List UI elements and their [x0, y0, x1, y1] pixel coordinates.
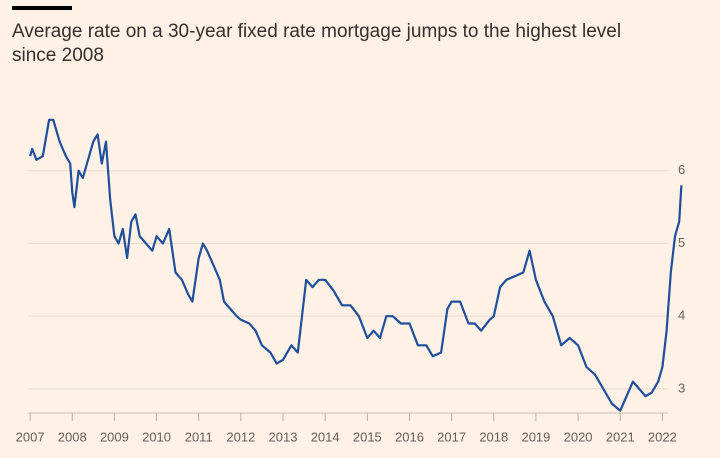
line — [29, 118, 683, 412]
x-tick-label: 2018 — [479, 429, 508, 444]
x-tick-label: 2007 — [16, 429, 45, 444]
x-tick-label: 2021 — [606, 429, 635, 444]
y-tick-label: 4 — [678, 308, 685, 323]
x-tick-label: 2016 — [395, 429, 424, 444]
y-tick-label: 5 — [678, 235, 685, 250]
x-tick-label: 2008 — [58, 429, 87, 444]
title-bar — [12, 6, 72, 10]
x-tick-label: 2020 — [564, 429, 593, 444]
y-tick-label: 3 — [678, 380, 685, 395]
x-tick-label: 2015 — [353, 429, 382, 444]
x-tick-label: 2017 — [437, 429, 466, 444]
x-tick-label: 2009 — [100, 429, 129, 444]
x-tick-label: 2011 — [185, 429, 213, 444]
x-tick-label: 2022 — [648, 429, 677, 444]
x-tick-label: 2014 — [311, 429, 340, 444]
chart-title: Average rate on a 30-year fixed rate mor… — [12, 21, 622, 66]
x-tick-label: 2010 — [142, 429, 171, 444]
y-tick-label: 6 — [678, 162, 685, 177]
x-tick-label: 2013 — [269, 429, 298, 444]
x-tick-label: 2019 — [521, 429, 550, 444]
x-tick-label: 2012 — [226, 429, 255, 444]
